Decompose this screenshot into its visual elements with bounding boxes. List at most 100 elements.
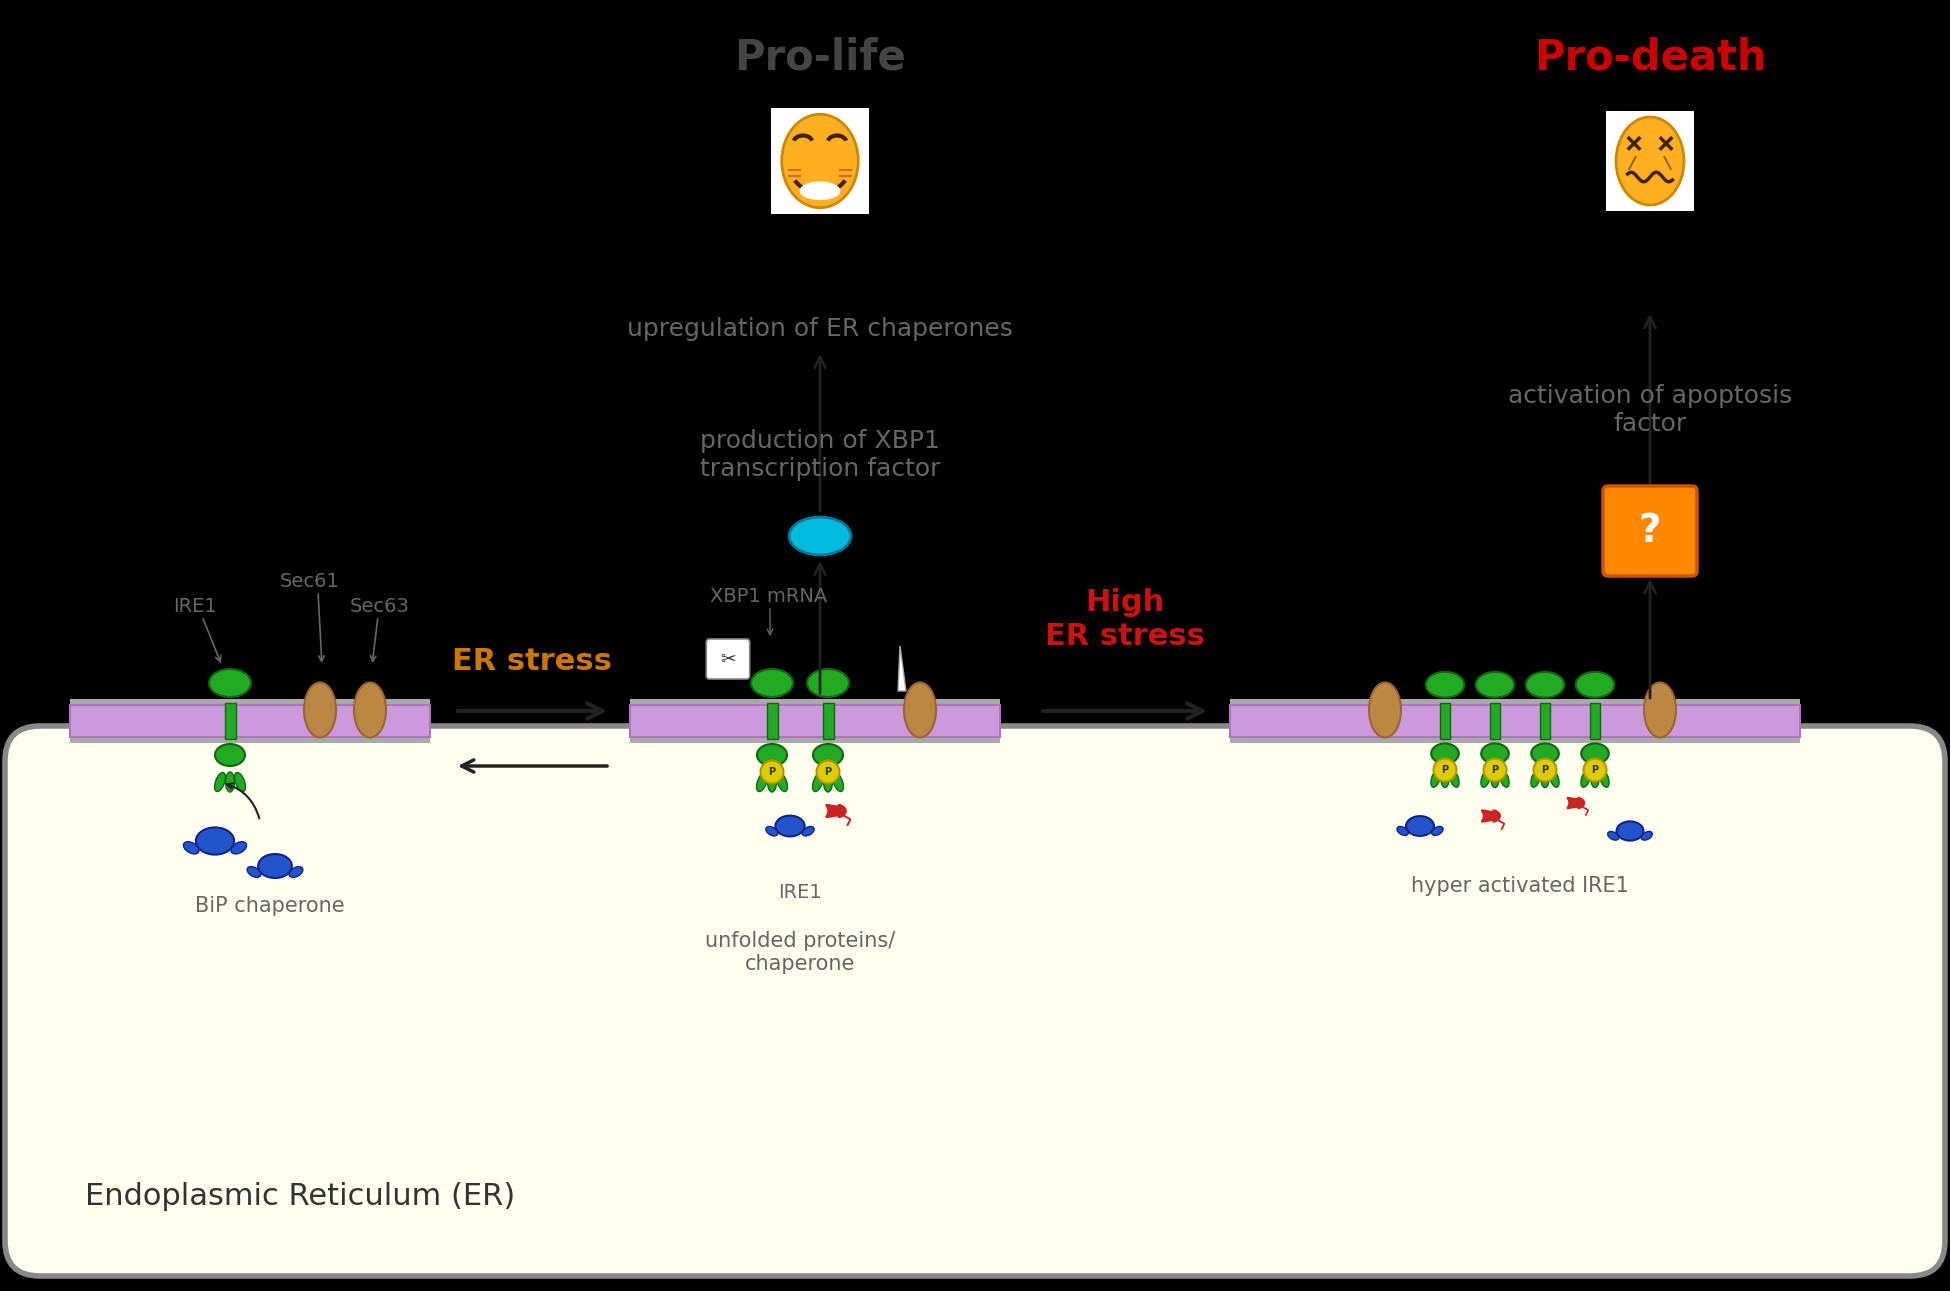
Text: hyper activated IRE1: hyper activated IRE1 [1412,877,1628,896]
Ellipse shape [833,772,844,791]
Ellipse shape [230,842,246,853]
Text: Pro-death: Pro-death [1535,36,1767,77]
Ellipse shape [813,772,823,791]
Bar [1230,698,1800,744]
Text: Pro-life: Pro-life [733,36,907,77]
Text: P: P [1492,766,1498,775]
Text: P: P [1591,766,1599,775]
Text: P: P [825,767,831,777]
Text: ✂: ✂ [720,649,735,669]
Ellipse shape [757,744,788,766]
Text: ER stress: ER stress [452,647,612,676]
Ellipse shape [183,842,199,853]
Ellipse shape [1482,744,1509,764]
Circle shape [1433,759,1457,781]
Ellipse shape [1550,769,1560,788]
Ellipse shape [1396,826,1408,835]
Ellipse shape [1642,831,1652,840]
Ellipse shape [1449,769,1459,788]
Ellipse shape [1431,769,1441,788]
Polygon shape [1568,798,1585,808]
Text: IRE1: IRE1 [778,883,821,902]
Circle shape [1533,759,1556,781]
Ellipse shape [195,828,234,855]
Circle shape [1583,759,1607,781]
Ellipse shape [214,772,226,791]
Ellipse shape [1431,744,1459,764]
Circle shape [760,760,784,784]
Ellipse shape [1480,769,1490,788]
Ellipse shape [1617,117,1685,205]
Ellipse shape [905,683,936,737]
Polygon shape [1482,809,1500,822]
Text: IRE1: IRE1 [174,596,216,616]
Text: Sec61: Sec61 [281,572,339,591]
Ellipse shape [304,683,335,737]
Ellipse shape [751,669,794,697]
Bar [823,704,833,738]
Ellipse shape [776,816,805,837]
Text: XBP1 mRNA: XBP1 mRNA [710,587,827,605]
Ellipse shape [248,866,261,878]
Ellipse shape [1540,769,1548,788]
Text: unfolded proteins/
chaperone: unfolded proteins/ chaperone [704,931,895,975]
Ellipse shape [807,669,848,697]
Polygon shape [899,646,907,691]
Circle shape [817,760,840,784]
Ellipse shape [1644,683,1675,737]
Bar [630,698,1000,744]
Ellipse shape [776,772,788,791]
Ellipse shape [1531,769,1540,788]
Text: ?: ? [1638,513,1661,550]
Bar [70,698,431,744]
Ellipse shape [766,826,778,835]
Ellipse shape [214,744,246,766]
Bar [70,705,431,737]
Ellipse shape [1617,821,1644,840]
Ellipse shape [790,516,850,555]
FancyBboxPatch shape [1607,111,1695,210]
Bar [1439,704,1451,738]
FancyBboxPatch shape [1603,485,1696,576]
Ellipse shape [289,866,302,878]
Text: Endoplasmic Reticulum (ER): Endoplasmic Reticulum (ER) [86,1183,515,1211]
Text: production of XBP1
transcription factor: production of XBP1 transcription factor [700,429,940,482]
Ellipse shape [257,855,292,878]
Ellipse shape [209,669,252,697]
Ellipse shape [823,772,833,791]
Bar [766,704,778,738]
FancyBboxPatch shape [706,639,749,679]
Ellipse shape [1581,769,1591,788]
Ellipse shape [1581,744,1609,764]
Bar [1589,704,1601,738]
Polygon shape [827,804,846,817]
Ellipse shape [1406,816,1433,835]
Ellipse shape [1599,769,1609,788]
Text: High
ER stress: High ER stress [1045,589,1205,651]
Bar [630,705,1000,737]
Ellipse shape [1476,671,1515,697]
Ellipse shape [1607,831,1618,840]
Ellipse shape [800,182,840,200]
Ellipse shape [1591,769,1599,788]
Text: P: P [1540,766,1548,775]
Ellipse shape [1441,769,1449,788]
Ellipse shape [782,114,858,208]
Bar [1490,704,1500,738]
Bar [224,704,236,738]
Ellipse shape [355,683,386,737]
Text: P: P [1441,766,1449,775]
Ellipse shape [1531,744,1558,764]
Ellipse shape [757,772,768,791]
Bar [1540,704,1550,738]
Text: P: P [768,767,776,777]
Ellipse shape [1492,769,1500,788]
Ellipse shape [768,772,776,791]
Ellipse shape [801,826,815,835]
Text: Sec63: Sec63 [351,596,410,616]
Ellipse shape [813,744,842,766]
Ellipse shape [1576,671,1615,697]
Text: activation of apoptosis
factor: activation of apoptosis factor [1507,385,1792,436]
Text: BiP chaperone: BiP chaperone [195,896,345,917]
FancyBboxPatch shape [770,108,870,214]
